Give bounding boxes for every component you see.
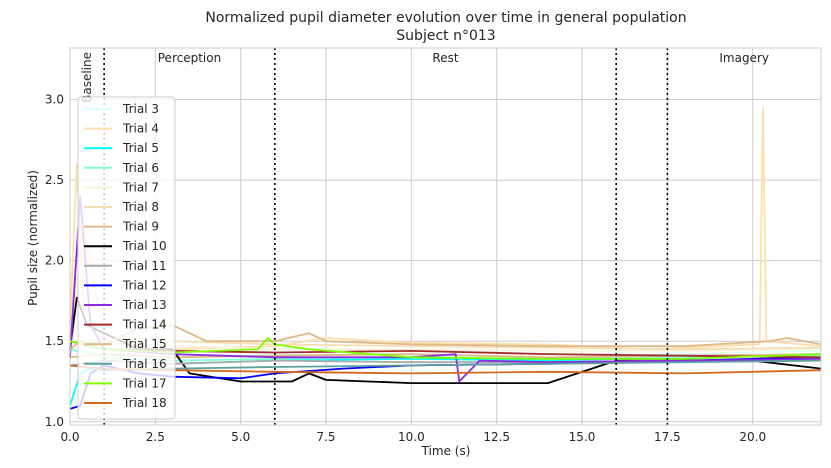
x-tick-label: 12.5 [483, 430, 510, 444]
phase-label: Perception [158, 51, 221, 65]
phase-label: Imagery [719, 51, 769, 65]
x-tick-label: 10.0 [398, 430, 425, 444]
x-tick-label: 2.5 [146, 430, 165, 444]
legend-entry: Trial 16 [122, 357, 167, 371]
y-tick-label: 2.5 [45, 173, 64, 187]
y-tick-label: 2.0 [45, 254, 64, 268]
plot-area: 0.0 2.5 5.0 7.5 10.0 12.5 15.0 17.5 20.0 1.0 1.5 2.… [45, 47, 822, 444]
legend-box [77, 96, 176, 420]
legend-entry: Trial 11 [122, 259, 167, 273]
legend-entry: Trial 8 [122, 200, 159, 214]
legend-entry: Trial 4 [122, 122, 159, 136]
legend-entry: Trial 9 [122, 220, 159, 234]
x-tick-label: 20.0 [739, 430, 766, 444]
chart-title: Normalized pupil diameter evolution over… [205, 10, 686, 26]
legend-entry: Trial 5 [122, 141, 159, 155]
x-tick-label: 17.5 [654, 430, 681, 444]
axes-frame [69, 47, 822, 426]
x-tick-label: 7.5 [316, 430, 335, 444]
legend-entry: Trial 6 [122, 161, 159, 175]
phase-label: Rest [432, 51, 458, 65]
legend-entry: Trial 13 [122, 298, 167, 312]
legend-entry: Trial 3 [122, 102, 159, 116]
y-tick-label: 3.0 [45, 93, 64, 107]
x-axis-label: Time (s) [421, 444, 471, 458]
y-axis-label: Pupil size (normalized) [26, 170, 40, 306]
legend-entry: Trial 15 [122, 337, 167, 351]
legend-entry: Trial 7 [122, 180, 159, 194]
legend-entry: Trial 14 [122, 318, 167, 332]
legend-entry: Trial 18 [122, 396, 167, 410]
x-tick-label: 5.0 [231, 430, 250, 444]
y-tick-label: 1.0 [45, 415, 64, 429]
chart-subtitle: Subject n°013 [396, 28, 495, 44]
legend-entry: Trial 12 [122, 278, 167, 292]
legend-entry: Trial 17 [122, 376, 167, 390]
y-tick-label: 1.5 [45, 334, 64, 348]
x-tick-label: 15.0 [569, 430, 596, 444]
phase-label: Baseline [80, 52, 94, 103]
legend-entry: Trial 10 [122, 239, 167, 253]
x-tick-label: 0.0 [60, 430, 79, 444]
